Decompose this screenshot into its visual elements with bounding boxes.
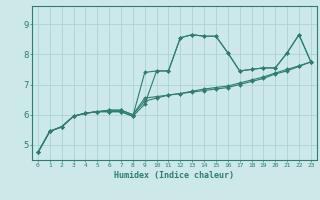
X-axis label: Humidex (Indice chaleur): Humidex (Indice chaleur) bbox=[115, 171, 234, 180]
